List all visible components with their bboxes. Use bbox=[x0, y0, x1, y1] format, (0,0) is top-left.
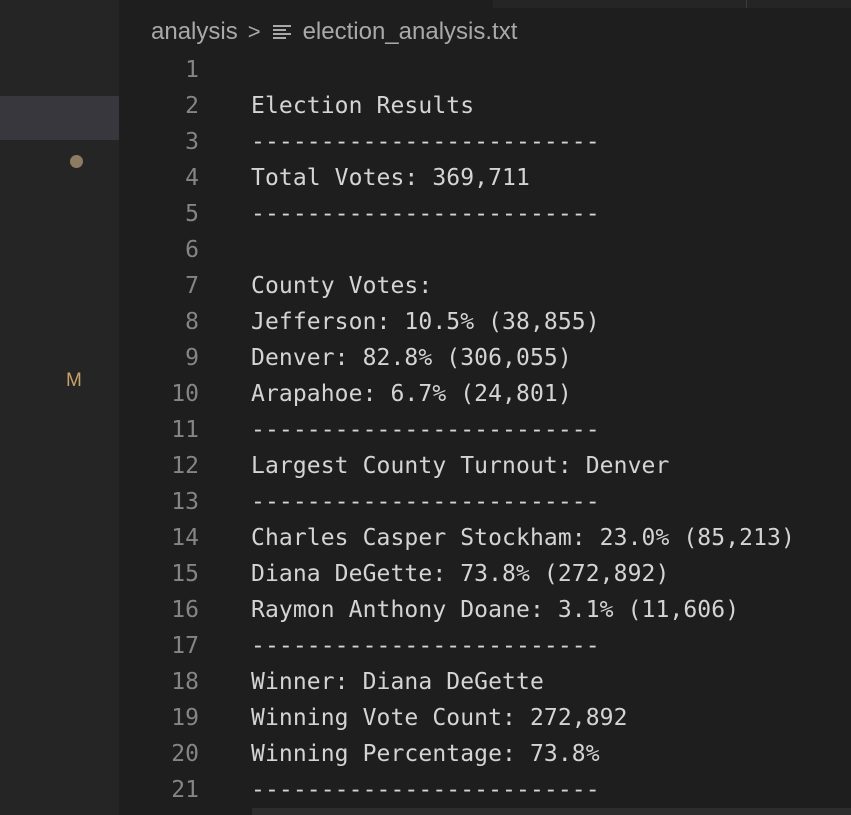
code-line[interactable]: 2 Election Results bbox=[119, 88, 851, 124]
code-line[interactable]: 17 ------------------------- bbox=[119, 628, 851, 664]
line-text[interactable]: Election Results bbox=[251, 93, 475, 119]
code-line[interactable]: 8 Jefferson: 10.5% (38,855) bbox=[119, 304, 851, 340]
code-line[interactable]: 16 Raymon Anthony Doane: 3.1% (11,606) bbox=[119, 592, 851, 628]
line-number: 10 bbox=[171, 381, 199, 407]
line-text[interactable]: County Votes: bbox=[251, 273, 433, 299]
breadcrumb-file[interactable]: election_analysis.txt bbox=[302, 18, 518, 45]
explorer-sidebar: M bbox=[0, 0, 119, 815]
line-number: 11 bbox=[171, 417, 199, 443]
line-number: 12 bbox=[171, 453, 199, 479]
line-number: 18 bbox=[171, 669, 199, 695]
code-line[interactable]: 3 ------------------------- bbox=[119, 124, 851, 160]
line-number: 7 bbox=[185, 273, 199, 299]
unsaved-dot-icon bbox=[70, 155, 83, 168]
line-text[interactable]: ------------------------- bbox=[251, 489, 600, 515]
code-line[interactable]: 18 Winner: Diana DeGette bbox=[119, 664, 851, 700]
code-line[interactable]: 11 ------------------------- bbox=[119, 412, 851, 448]
git-modified-badge: M bbox=[66, 370, 82, 391]
line-text[interactable]: Raymon Anthony Doane: 3.1% (11,606) bbox=[251, 597, 740, 623]
line-number: 20 bbox=[171, 741, 199, 767]
line-number: 16 bbox=[171, 597, 199, 623]
line-text[interactable]: Jefferson: 10.5% (38,855) bbox=[251, 309, 600, 335]
line-text[interactable]: Winner: Diana DeGette bbox=[251, 669, 544, 695]
line-number: 13 bbox=[171, 489, 199, 515]
code-line[interactable]: 1 bbox=[119, 52, 851, 88]
explorer-selected-row[interactable] bbox=[0, 96, 119, 140]
line-number: 19 bbox=[171, 705, 199, 731]
code-line[interactable]: 5 ------------------------- bbox=[119, 196, 851, 232]
line-text[interactable]: ------------------------- bbox=[251, 633, 600, 659]
line-number: 3 bbox=[185, 129, 199, 155]
line-number: 17 bbox=[171, 633, 199, 659]
line-number: 6 bbox=[185, 237, 199, 263]
line-text[interactable]: Denver: 82.8% (306,055) bbox=[251, 345, 572, 371]
line-text[interactable]: Largest County Turnout: Denver bbox=[251, 453, 670, 479]
line-number: 15 bbox=[171, 561, 199, 587]
line-text[interactable]: Winning Vote Count: 272,892 bbox=[251, 705, 628, 731]
code-line[interactable]: 19 Winning Vote Count: 272,892 bbox=[119, 700, 851, 736]
breadcrumb: analysis > election_analysis.txt bbox=[151, 14, 517, 50]
breadcrumb-folder[interactable]: analysis bbox=[151, 18, 238, 45]
code-line[interactable]: 10 Arapahoe: 6.7% (24,801) bbox=[119, 376, 851, 412]
code-line[interactable]: 9 Denver: 82.8% (306,055) bbox=[119, 340, 851, 376]
code-line[interactable]: 6 bbox=[119, 232, 851, 268]
line-text[interactable]: ------------------------- bbox=[251, 129, 600, 155]
line-number: 4 bbox=[185, 165, 199, 191]
line-number: 8 bbox=[185, 309, 199, 335]
code-line[interactable]: 12 Largest County Turnout: Denver bbox=[119, 448, 851, 484]
line-number: 14 bbox=[171, 525, 199, 551]
code-line[interactable]: 4 Total Votes: 369,711 bbox=[119, 160, 851, 196]
code-line[interactable]: 21 ------------------------- bbox=[119, 772, 851, 808]
line-text[interactable]: ------------------------- bbox=[251, 417, 600, 443]
code-editor[interactable]: 1 2 Election Results 3 ---------------------… bbox=[119, 52, 851, 815]
code-line[interactable]: 14 Charles Casper Stockham: 23.0% (85,213… bbox=[119, 520, 851, 556]
line-number: 9 bbox=[185, 345, 199, 371]
line-number: 5 bbox=[185, 201, 199, 227]
tab-divider bbox=[746, 0, 747, 8]
code-line[interactable]: 13 ------------------------- bbox=[119, 484, 851, 520]
line-text[interactable]: Total Votes: 369,711 bbox=[251, 165, 530, 191]
line-text[interactable]: ------------------------- bbox=[251, 777, 600, 803]
line-text[interactable]: Charles Casper Stockham: 23.0% (85,213) bbox=[251, 525, 795, 551]
code-line[interactable]: 7 County Votes: bbox=[119, 268, 851, 304]
line-number: 1 bbox=[185, 57, 199, 83]
horizontal-scrollbar[interactable] bbox=[252, 808, 851, 815]
line-number: 2 bbox=[185, 93, 199, 119]
line-text[interactable]: Arapahoe: 6.7% (24,801) bbox=[251, 381, 572, 407]
tab-bar bbox=[119, 0, 851, 8]
line-number: 21 bbox=[171, 777, 199, 803]
code-line[interactable]: 20 Winning Percentage: 73.8% bbox=[119, 736, 851, 772]
line-text[interactable]: Diana DeGette: 73.8% (272,892) bbox=[251, 561, 670, 587]
line-text[interactable]: Winning Percentage: 73.8% bbox=[251, 741, 600, 767]
text-file-icon bbox=[272, 24, 291, 40]
line-text[interactable]: ------------------------- bbox=[251, 201, 600, 227]
breadcrumb-separator: > bbox=[247, 19, 261, 44]
code-line[interactable]: 15 Diana DeGette: 73.8% (272,892) bbox=[119, 556, 851, 592]
tab-active[interactable] bbox=[119, 0, 493, 8]
